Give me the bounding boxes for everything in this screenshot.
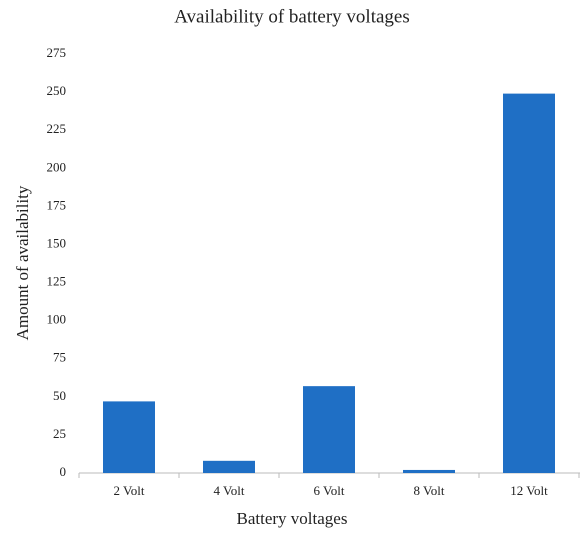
y-tick-label: 150 (47, 235, 67, 250)
y-tick-label: 275 (47, 45, 67, 60)
x-tick-label: 6 Volt (314, 483, 345, 498)
chart-title: Availability of battery voltages (174, 6, 410, 27)
x-tick-label: 8 Volt (414, 483, 445, 498)
y-tick-label: 225 (47, 121, 67, 136)
x-tick-label: 2 Volt (114, 483, 145, 498)
y-tick-label: 175 (47, 197, 67, 212)
x-tick-label: 12 Volt (510, 483, 548, 498)
y-tick-label: 50 (53, 388, 66, 403)
bar (403, 469, 455, 473)
bar (203, 460, 255, 473)
y-tick-label: 125 (47, 274, 67, 289)
x-tick-label: 4 Volt (214, 483, 245, 498)
bar (103, 401, 155, 473)
bar (303, 386, 355, 473)
y-tick-label: 200 (47, 159, 67, 174)
y-tick-label: 0 (60, 464, 67, 479)
y-tick-label: 75 (53, 350, 66, 365)
y-tick-label: 100 (47, 312, 67, 327)
y-axis-label: Amount of availability (13, 185, 32, 340)
x-axis-label: Battery voltages (237, 509, 348, 528)
y-tick-label: 250 (47, 83, 67, 98)
bar (503, 93, 555, 473)
y-tick-label: 25 (53, 426, 66, 441)
